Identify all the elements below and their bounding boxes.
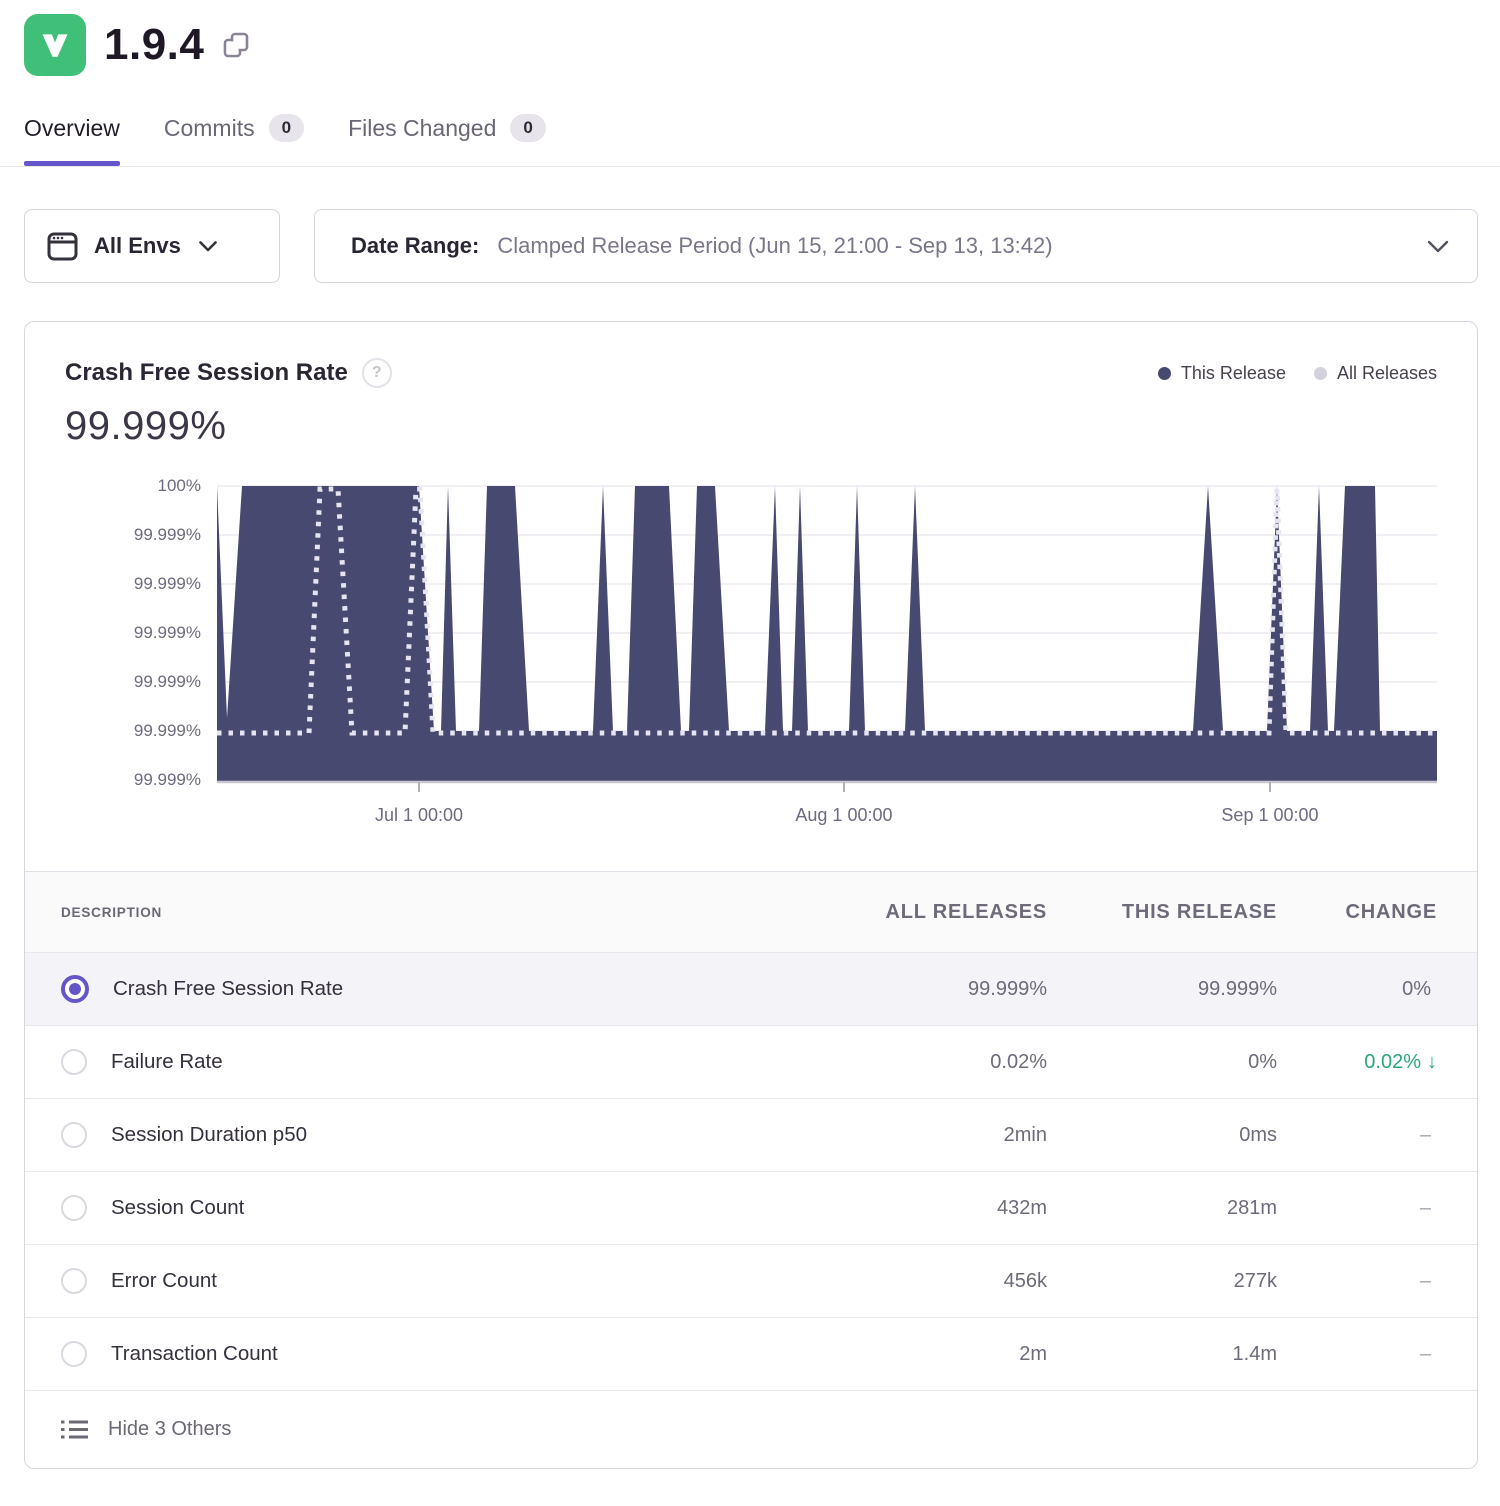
copy-icon[interactable] <box>220 29 252 61</box>
legend-this-release[interactable]: This Release <box>1158 363 1286 384</box>
list-icon <box>61 1418 88 1441</box>
legend-this-release-label: This Release <box>1181 363 1286 384</box>
metrics-table: DESCRIPTION ALL RELEASES THIS RELEASE CH… <box>25 871 1477 1468</box>
this-release-value: 281m <box>1047 1197 1277 1220</box>
col-change: CHANGE <box>1277 901 1437 924</box>
hide-others-label: Hide 3 Others <box>108 1418 231 1441</box>
metric-label: Transaction Count <box>111 1342 278 1366</box>
all-releases-value: 2m <box>812 1343 1047 1366</box>
page-title: 1.9.4 <box>104 20 204 70</box>
y-tick: 99.999% <box>134 770 201 790</box>
change-value: 0.02%↓ <box>1277 1051 1437 1074</box>
this-release-value: 1.4m <box>1047 1343 1277 1366</box>
all-releases-value: 99.999% <box>812 978 1047 1001</box>
date-range-label: Date Range: <box>351 233 479 259</box>
environment-filter-button[interactable]: All Envs <box>24 209 280 283</box>
change-value: – <box>1277 1343 1437 1366</box>
environment-filter-label: All Envs <box>94 233 181 259</box>
table-row-error-count[interactable]: Error Count 456k 277k – <box>25 1244 1477 1317</box>
y-tick: 99.999% <box>134 623 201 643</box>
all-releases-value: 0.02% <box>812 1051 1047 1074</box>
files-changed-count-badge: 0 <box>510 114 545 142</box>
change-value: – <box>1277 1124 1437 1147</box>
y-tick: 100% <box>158 476 201 496</box>
tab-files-changed-label: Files Changed <box>348 115 496 142</box>
legend-all-releases[interactable]: All Releases <box>1314 363 1437 384</box>
metric-label: Failure Rate <box>111 1050 223 1074</box>
down-arrow-icon: ↓ <box>1427 1051 1437 1073</box>
radio-button[interactable] <box>61 1122 87 1148</box>
chart-plot-area[interactable] <box>217 483 1437 795</box>
table-row-failure-rate[interactable]: Failure Rate 0.02% 0% 0.02%↓ <box>25 1025 1477 1098</box>
radio-button[interactable] <box>61 1341 87 1367</box>
release-logo <box>24 14 86 76</box>
release-overview-page: 1.9.4 Overview Commits 0 Files Changed 0 <box>0 0 1500 1469</box>
metric-label: Crash Free Session Rate <box>113 977 343 1001</box>
radio-button[interactable] <box>61 975 89 1003</box>
window-icon <box>47 232 78 261</box>
legend-dot-all-releases <box>1314 367 1327 380</box>
this-release-value: 0% <box>1047 1051 1277 1074</box>
filter-bar: All Envs Date Range: Clamped Release Per… <box>24 209 1478 283</box>
metric-label: Session Count <box>111 1196 244 1220</box>
v-logo-icon <box>35 25 75 65</box>
radio-button[interactable] <box>61 1049 87 1075</box>
col-this-release: THIS RELEASE <box>1047 901 1277 924</box>
tab-overview-label: Overview <box>24 115 120 142</box>
crash-free-chart-section: Crash Free Session Rate ? This Release A… <box>25 322 1477 841</box>
chart-legend: This Release All Releases <box>1158 363 1437 384</box>
col-description: DESCRIPTION <box>61 905 812 920</box>
col-all-releases: ALL RELEASES <box>812 901 1047 924</box>
change-value: 0% <box>1277 978 1437 1001</box>
y-tick: 99.999% <box>134 574 201 594</box>
table-row-transaction-count[interactable]: Transaction Count 2m 1.4m – <box>25 1317 1477 1390</box>
legend-all-releases-label: All Releases <box>1337 363 1437 384</box>
tab-commits-label: Commits <box>164 115 255 142</box>
tab-divider <box>0 166 1500 167</box>
legend-dot-this-release <box>1158 367 1171 380</box>
tab-bar: Overview Commits 0 Files Changed 0 <box>24 114 1478 166</box>
commits-count-badge: 0 <box>269 114 304 142</box>
x-tick: Aug 1 00:00 <box>795 805 892 826</box>
all-releases-value: 2min <box>812 1124 1047 1147</box>
this-release-value: 0ms <box>1047 1124 1277 1147</box>
tab-commits[interactable]: Commits 0 <box>164 114 304 166</box>
release-header: 1.9.4 <box>24 0 1478 76</box>
metric-label: Session Duration p50 <box>111 1123 307 1147</box>
y-tick: 99.999% <box>134 525 201 545</box>
radio-button[interactable] <box>61 1195 87 1221</box>
change-value: – <box>1277 1270 1437 1293</box>
radio-button[interactable] <box>61 1268 87 1294</box>
y-tick: 99.999% <box>134 672 201 692</box>
tab-overview[interactable]: Overview <box>24 115 120 166</box>
table-row-crash-free-session-rate[interactable]: Crash Free Session Rate 99.999% 99.999% … <box>25 952 1477 1025</box>
chevron-down-icon <box>199 241 217 252</box>
this-release-value: 277k <box>1047 1270 1277 1293</box>
session-metrics-card: Crash Free Session Rate ? This Release A… <box>24 321 1478 1469</box>
x-axis-labels: Jul 1 00:00 Aug 1 00:00 Sep 1 00:00 <box>217 795 1437 841</box>
x-tick: Jul 1 00:00 <box>375 805 463 826</box>
chevron-down-icon <box>1427 240 1449 253</box>
chart-title: Crash Free Session Rate <box>65 359 348 387</box>
table-header-row: DESCRIPTION ALL RELEASES THIS RELEASE CH… <box>25 872 1477 952</box>
table-row-session-count[interactable]: Session Count 432m 281m – <box>25 1171 1477 1244</box>
y-tick: 99.999% <box>134 721 201 741</box>
all-releases-value: 456k <box>812 1270 1047 1293</box>
x-tick: Sep 1 00:00 <box>1221 805 1318 826</box>
metric-label: Error Count <box>111 1269 217 1293</box>
all-releases-value: 432m <box>812 1197 1047 1220</box>
area-chart: 100% 99.999% 99.999% 99.999% 99.999% 99.… <box>65 483 1437 795</box>
y-axis-labels: 100% 99.999% 99.999% 99.999% 99.999% 99.… <box>65 483 217 795</box>
hide-others-button[interactable]: Hide 3 Others <box>25 1390 1477 1468</box>
this-release-value: 99.999% <box>1047 978 1277 1001</box>
tab-files-changed[interactable]: Files Changed 0 <box>348 114 546 166</box>
crash-free-rate-value: 99.999% <box>65 404 1437 449</box>
change-value: – <box>1277 1197 1437 1220</box>
date-range-value: Clamped Release Period (Jun 15, 21:00 - … <box>497 233 1427 259</box>
table-row-session-duration-p50[interactable]: Session Duration p50 2min 0ms – <box>25 1098 1477 1171</box>
date-range-selector[interactable]: Date Range: Clamped Release Period (Jun … <box>314 209 1478 283</box>
help-icon[interactable]: ? <box>362 358 392 388</box>
